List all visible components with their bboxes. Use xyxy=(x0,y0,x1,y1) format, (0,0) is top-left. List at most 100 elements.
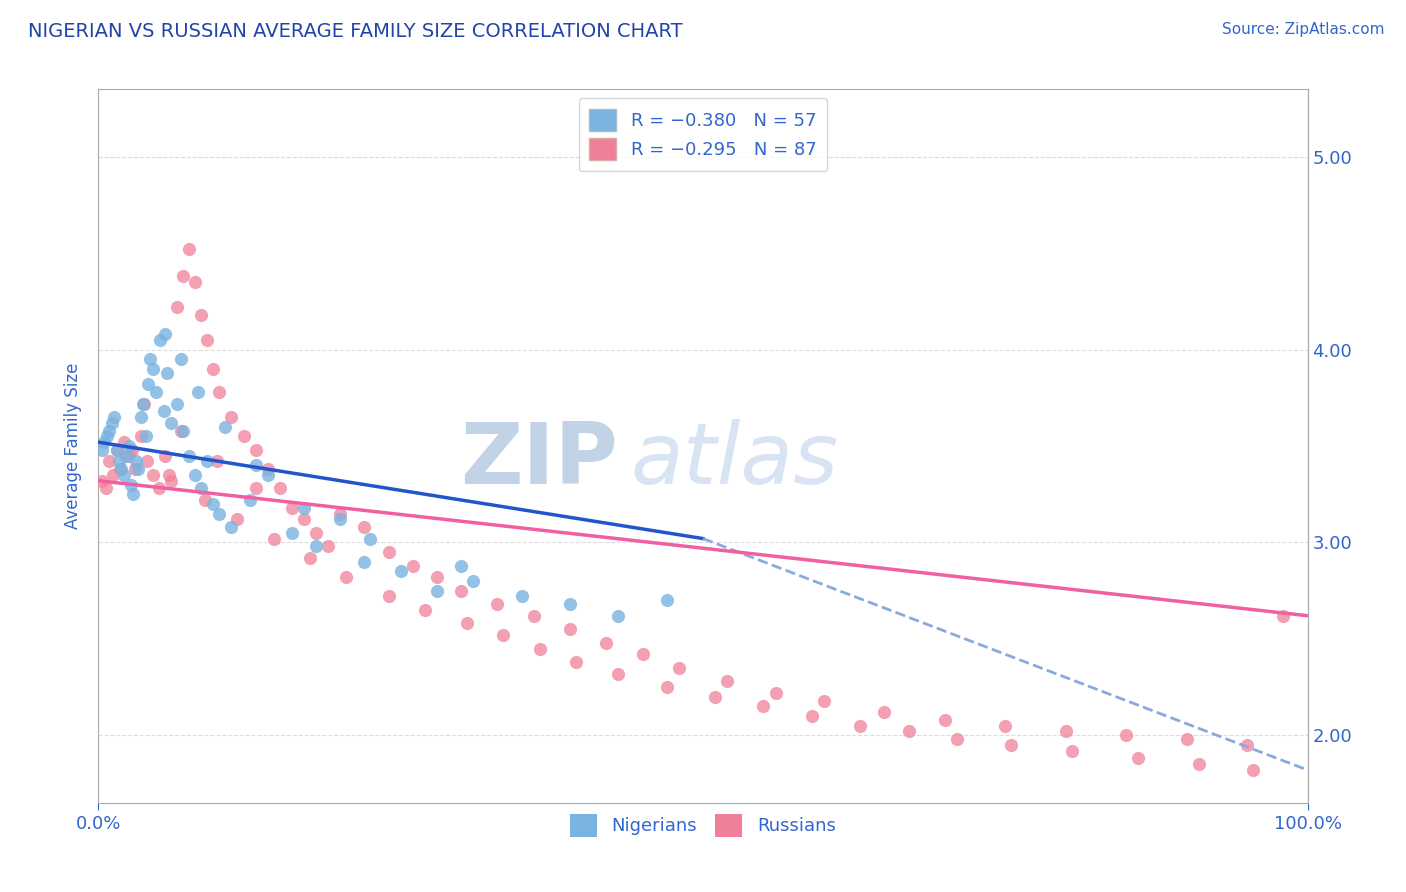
Point xyxy=(96,429,118,443)
Point xyxy=(1128,751,1150,765)
Point xyxy=(426,570,449,584)
Text: Source: ZipAtlas.com: Source: ZipAtlas.com xyxy=(1222,22,1385,37)
Point xyxy=(132,396,155,410)
Point xyxy=(510,590,533,604)
Point xyxy=(360,532,382,546)
Point xyxy=(190,482,212,496)
Point xyxy=(112,467,135,482)
Point xyxy=(389,565,412,579)
Point xyxy=(108,454,131,468)
Point xyxy=(377,590,399,604)
Point xyxy=(281,500,304,515)
Point xyxy=(202,362,225,376)
Point xyxy=(316,539,339,553)
Point xyxy=(121,442,143,457)
Point xyxy=(245,442,267,457)
Point xyxy=(135,429,157,443)
Y-axis label: Average Family Size: Average Family Size xyxy=(65,363,83,529)
Point xyxy=(134,396,156,410)
Point xyxy=(136,377,159,392)
Point xyxy=(153,449,176,463)
Point xyxy=(184,467,207,482)
Point xyxy=(299,550,322,565)
Point xyxy=(101,467,124,482)
Point xyxy=(195,333,218,347)
Point xyxy=(263,532,285,546)
Point xyxy=(91,442,114,457)
Point xyxy=(208,507,231,521)
Point xyxy=(245,482,267,496)
Point xyxy=(486,597,509,611)
Point xyxy=(142,362,165,376)
Point xyxy=(124,462,146,476)
Point xyxy=(256,462,278,476)
Point xyxy=(256,467,278,482)
Point xyxy=(135,454,157,468)
Point xyxy=(492,628,515,642)
Point xyxy=(426,583,449,598)
Point xyxy=(118,439,141,453)
Point xyxy=(145,384,167,399)
Point xyxy=(205,454,228,468)
Point xyxy=(127,462,149,476)
Point xyxy=(523,608,546,623)
Point xyxy=(202,497,225,511)
Point xyxy=(1272,608,1295,623)
Point xyxy=(668,661,690,675)
Point xyxy=(1241,763,1264,777)
Point xyxy=(245,458,267,473)
Point xyxy=(1115,728,1137,742)
Point xyxy=(93,435,115,450)
Point xyxy=(98,424,121,438)
Point xyxy=(226,512,249,526)
Point xyxy=(305,525,328,540)
Point xyxy=(214,419,236,434)
Point xyxy=(157,467,180,482)
Point xyxy=(450,558,472,573)
Point xyxy=(631,648,654,662)
Point xyxy=(179,242,201,256)
Point xyxy=(558,622,581,636)
Point xyxy=(98,454,121,468)
Point xyxy=(105,442,128,457)
Point xyxy=(1000,738,1022,752)
Point xyxy=(1188,757,1211,772)
Point xyxy=(125,454,148,468)
Point xyxy=(353,520,375,534)
Point xyxy=(716,674,738,689)
Point xyxy=(156,366,179,380)
Point xyxy=(800,709,823,723)
Point xyxy=(169,424,191,438)
Point xyxy=(179,449,201,463)
Point xyxy=(221,410,243,425)
Point xyxy=(148,482,170,496)
Point xyxy=(292,512,315,526)
Point xyxy=(655,593,678,607)
Point xyxy=(655,680,678,694)
Point xyxy=(100,416,122,430)
Point xyxy=(110,462,132,476)
Point xyxy=(149,333,172,347)
Point xyxy=(166,396,188,410)
Point xyxy=(221,520,243,534)
Point xyxy=(269,482,291,496)
Point xyxy=(152,404,174,418)
Point xyxy=(849,719,872,733)
Point xyxy=(946,732,969,747)
Point xyxy=(112,435,135,450)
Point xyxy=(329,507,352,521)
Point xyxy=(1060,744,1083,758)
Point xyxy=(194,493,217,508)
Point xyxy=(529,641,551,656)
Point xyxy=(994,719,1017,733)
Point xyxy=(765,686,787,700)
Point xyxy=(129,429,152,443)
Point xyxy=(565,655,588,669)
Point xyxy=(292,500,315,515)
Point xyxy=(1175,732,1198,747)
Point xyxy=(934,713,956,727)
Point xyxy=(752,699,775,714)
Legend: Nigerians, Russians: Nigerians, Russians xyxy=(562,807,844,844)
Point xyxy=(169,352,191,367)
Point xyxy=(607,666,630,681)
